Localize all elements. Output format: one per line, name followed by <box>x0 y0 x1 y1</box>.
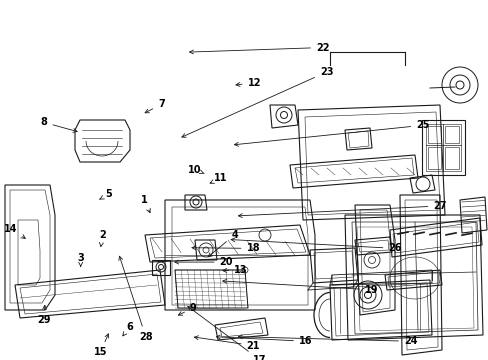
Text: 9: 9 <box>178 303 196 315</box>
Text: 13: 13 <box>223 265 247 275</box>
Text: 25: 25 <box>234 120 429 146</box>
Text: 24: 24 <box>238 335 417 346</box>
Text: 28: 28 <box>119 256 152 342</box>
Text: 15: 15 <box>93 334 108 357</box>
Text: 26: 26 <box>231 238 401 253</box>
Text: 19: 19 <box>223 279 378 295</box>
Text: 23: 23 <box>182 67 333 137</box>
Text: 18: 18 <box>192 243 260 253</box>
Text: 11: 11 <box>210 173 227 183</box>
Text: 14: 14 <box>4 224 25 238</box>
Text: 21: 21 <box>194 336 260 351</box>
Text: 22: 22 <box>189 42 329 54</box>
Text: 17: 17 <box>187 306 266 360</box>
Text: 4: 4 <box>208 230 238 257</box>
Text: 1: 1 <box>141 195 150 213</box>
Text: 10: 10 <box>187 165 204 175</box>
Text: 7: 7 <box>145 99 164 113</box>
Text: 3: 3 <box>77 253 84 266</box>
Text: 5: 5 <box>100 189 112 199</box>
Text: 16: 16 <box>216 335 312 346</box>
Text: 27: 27 <box>238 201 446 217</box>
Text: 8: 8 <box>41 117 77 132</box>
Text: 12: 12 <box>236 78 261 88</box>
Text: 2: 2 <box>99 230 106 247</box>
Text: 29: 29 <box>37 305 51 325</box>
Text: 6: 6 <box>122 322 133 336</box>
Text: 20: 20 <box>175 257 233 267</box>
